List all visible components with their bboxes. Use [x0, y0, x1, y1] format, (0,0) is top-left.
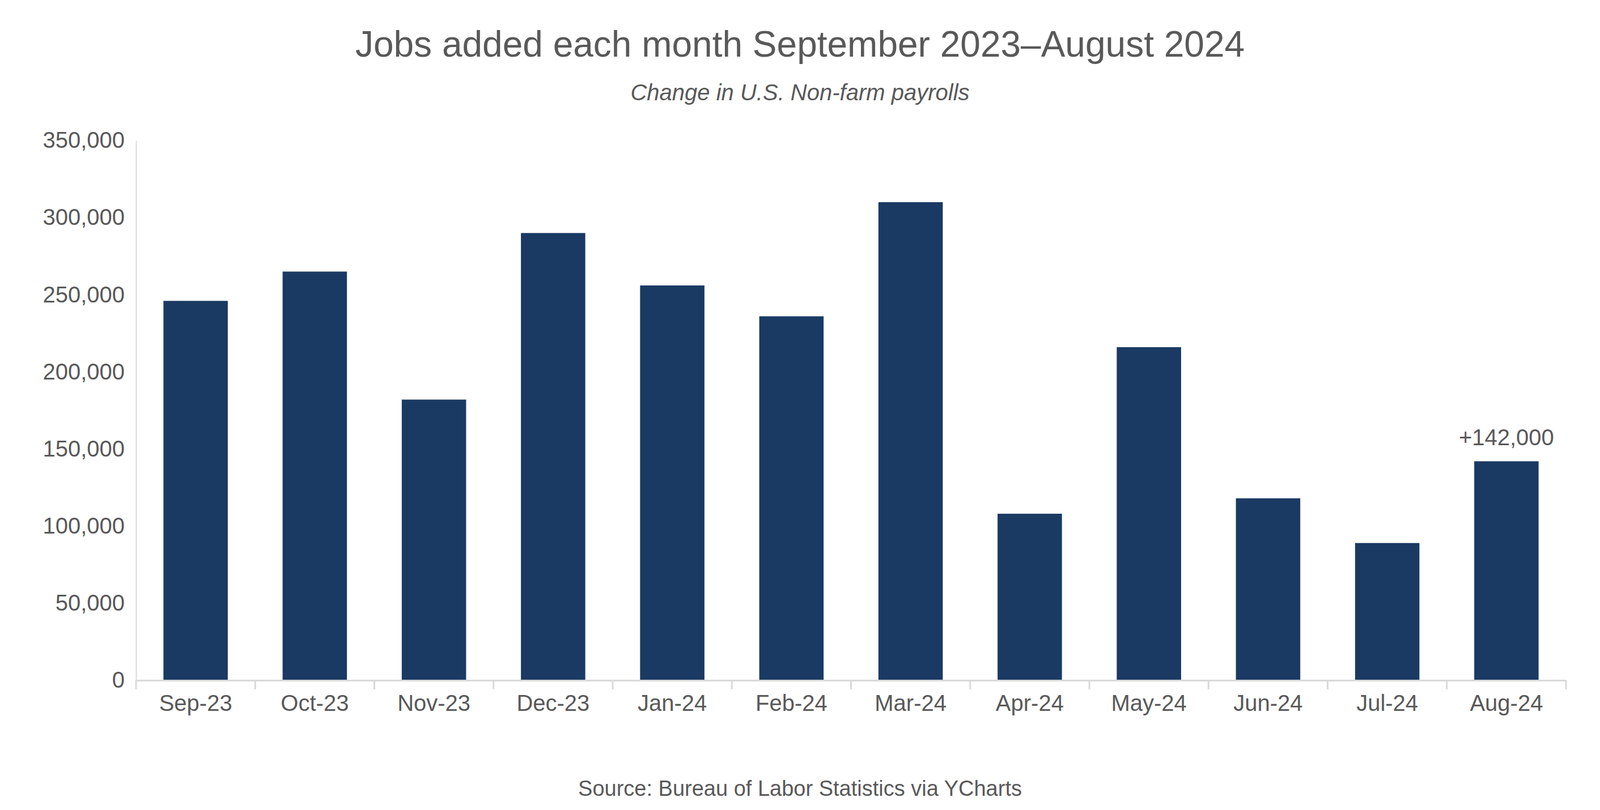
- x-separator: [850, 680, 852, 690]
- x-tick: Oct-23: [280, 680, 349, 716]
- bar: [1474, 461, 1539, 681]
- x-separator: [1207, 680, 1210, 690]
- bar: [759, 316, 825, 681]
- x-tick: Jun-24: [1233, 680, 1303, 716]
- y-tick-label: 300,000: [42, 204, 125, 230]
- y-tick: 50,000: [55, 590, 137, 616]
- x-separator: [969, 680, 971, 690]
- y-tick-label: 250,000: [42, 282, 125, 308]
- subtitle: Change in U.S. Non-farm payrolls: [630, 79, 970, 105]
- y-tick-label: 50,000: [55, 590, 125, 616]
- x-tick: Dec-23: [516, 680, 590, 716]
- x-separator: [373, 680, 376, 690]
- chart: Jobs added each month September 2023–Aug…: [0, 0, 1600, 810]
- y-tick: 200,000: [42, 359, 137, 385]
- x-separator: [135, 680, 138, 690]
- y-tick: 350,000: [42, 127, 137, 153]
- bar: [997, 514, 1063, 681]
- x-tick-label: Aug-24: [1469, 690, 1543, 716]
- x-tick-label: Mar-24: [874, 690, 947, 716]
- bar: [520, 232, 586, 681]
- y-tick: 0: [112, 667, 137, 693]
- x-tick-label: Jun-24: [1233, 690, 1303, 716]
- y-axis: 0 50,000 100,000 150,000 200,000 250,000 300,0…: [42, 127, 137, 693]
- x-tick: Jul-24: [1356, 680, 1419, 716]
- x-separator: [612, 680, 614, 690]
- x-separator: [1088, 680, 1091, 690]
- x-tick: Jan-24: [637, 680, 707, 716]
- x-tick-label: Jan-24: [637, 690, 707, 716]
- bar: [1236, 498, 1301, 681]
- y-tick-label: 100,000: [42, 513, 125, 539]
- x-tick-label: Nov-23: [397, 690, 471, 716]
- source: Source: Bureau of Labor Statistics via Y…: [578, 777, 1022, 801]
- bar: [1116, 347, 1182, 681]
- x-separator: [1326, 680, 1329, 690]
- x-separator: [731, 680, 733, 690]
- x-separators: [136, 680, 1566, 690]
- bar: [282, 271, 348, 681]
- bar: [163, 300, 228, 681]
- x-tick-label: Jul-24: [1356, 690, 1419, 716]
- y-tick-label: 0: [112, 667, 125, 693]
- data-label: +142,000: [1458, 425, 1555, 451]
- x-tick: Nov-23: [397, 680, 471, 716]
- title: Jobs added each month September 2023–Aug…: [355, 23, 1245, 65]
- y-tick: 150,000: [42, 436, 137, 462]
- x-tick: Sep-23: [159, 680, 233, 716]
- x-tick: Aug-24: [1469, 680, 1543, 716]
- y-tick: 300,000: [42, 204, 137, 230]
- x-tick-label: Dec-23: [516, 690, 590, 716]
- x-axis: Sep-23 Oct-23 Nov-23 Dec-23 Jan-24 Feb-24 Mar-…: [136, 680, 1567, 716]
- x-tick-label: Oct-23: [280, 690, 349, 716]
- x-separator: [1565, 680, 1568, 690]
- bars: [163, 202, 1539, 681]
- x-separator: [254, 680, 257, 690]
- y-tick-label: 350,000: [42, 127, 125, 153]
- y-tick-label: 150,000: [42, 436, 125, 462]
- bar: [639, 285, 705, 681]
- bar: [878, 202, 944, 681]
- y-tick-label: 200,000: [42, 359, 125, 385]
- x-tick: Feb-24: [755, 680, 828, 716]
- x-tick-label: Feb-24: [755, 690, 828, 716]
- x-separator: [1445, 680, 1448, 690]
- y-tick: 250,000: [42, 282, 137, 308]
- x-tick-label: May-24: [1110, 690, 1187, 716]
- x-tick-label: Apr-24: [995, 690, 1064, 716]
- x-tick-label: Sep-23: [159, 690, 233, 716]
- x-tick: Apr-24: [995, 680, 1064, 716]
- bar: [1355, 543, 1420, 681]
- x-tick: Mar-24: [874, 680, 947, 716]
- x-separator: [492, 680, 495, 690]
- bar: [401, 399, 467, 681]
- data-labels: +142,000: [1458, 425, 1555, 451]
- x-tick: May-24: [1110, 680, 1187, 716]
- y-axis-line: [136, 141, 138, 682]
- y-tick: 100,000: [42, 513, 137, 539]
